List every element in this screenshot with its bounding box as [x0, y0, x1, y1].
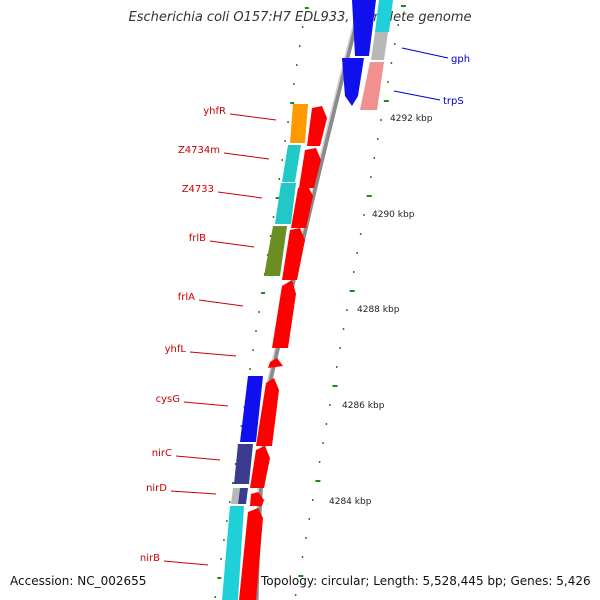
leader-line [189, 351, 237, 357]
gene-label-nirc[interactable]: nirC [152, 448, 172, 459]
gene-labels-right: gph trpS [443, 54, 470, 107]
kbp-label: 4286 kbp [342, 401, 385, 411]
forward-arrow-7 [256, 378, 279, 446]
feature-nirD-grey [231, 488, 240, 504]
gene-label-cysg[interactable]: cysG [156, 394, 180, 405]
leader-line [170, 490, 217, 495]
leader-line [393, 90, 441, 101]
leader-line [209, 240, 255, 248]
leader-line [217, 191, 263, 199]
forward-arrow-2 [299, 148, 321, 188]
leader-line [401, 47, 449, 59]
feature-Z4733 [275, 183, 296, 224]
leader-line [163, 560, 209, 566]
gene-label-z4734m[interactable]: Z4734m [178, 145, 220, 156]
feature-top-cyan [375, 0, 393, 32]
feature-top-blue [342, 0, 376, 106]
feature-top-grey [371, 32, 388, 60]
leader-line [198, 299, 244, 307]
feature-cysG [240, 376, 263, 442]
accession-label: Accession: NC_002655 [10, 574, 147, 588]
feature-yhfR [290, 104, 308, 143]
outer-tick-marks [294, 5, 406, 596]
kbp-label: 4290 kbp [372, 210, 415, 220]
gene-label-trps[interactable]: trpS [443, 96, 464, 107]
kbp-label: 4284 kbp [329, 497, 372, 507]
kbp-label: 4288 kbp [357, 305, 400, 315]
gene-label-frla[interactable]: frlA [178, 292, 195, 303]
forward-arrow-3 [291, 186, 313, 228]
feature-frlB [264, 226, 287, 276]
leader-line [223, 152, 270, 160]
forward-arrow-9 [250, 492, 264, 506]
forward-arrow-6 [268, 358, 283, 368]
feature-nirC [234, 444, 253, 484]
forward-arrow-8 [250, 446, 270, 488]
forward-arrow-4 [282, 228, 305, 280]
gene-label-yhfr[interactable]: yhfR [203, 106, 226, 117]
gene-label-yhfl[interactable]: yhfL [165, 344, 187, 355]
leader-line [229, 113, 277, 121]
kbp-tick-labels: 4292 kbp 4290 kbp 4288 kbp 4286 kbp 4284 kbp [329, 114, 433, 507]
gene-label-nirb[interactable]: nirB [140, 553, 160, 564]
feature-nirB [222, 506, 244, 600]
gene-label-nird[interactable]: nirD [146, 483, 167, 494]
forward-arrow-5 [272, 280, 296, 348]
feature-Z4734m [282, 145, 301, 182]
gene-label-z4733[interactable]: Z4733 [182, 184, 214, 195]
genome-summary: Topology: circular; Length: 5,528,445 bp… [261, 574, 591, 588]
gene-label-gph[interactable]: gph [451, 54, 470, 65]
genome-backbone-highlight [253, 0, 361, 600]
leader-line [175, 455, 221, 461]
forward-arrow-10 [239, 508, 263, 600]
gene-labels-left: yhfR Z4734m Z4733 frlB frlA yhfL cysG nirC nirD n… [140, 106, 226, 564]
kbp-label: 4292 kbp [390, 114, 433, 124]
feature-trpS [360, 62, 384, 110]
forward-arrow-1 [307, 106, 327, 146]
leader-line [183, 401, 229, 407]
feature-nirD [238, 488, 248, 504]
gene-label-frlb[interactable]: frlB [189, 233, 206, 244]
label-leader-lines [163, 47, 449, 566]
